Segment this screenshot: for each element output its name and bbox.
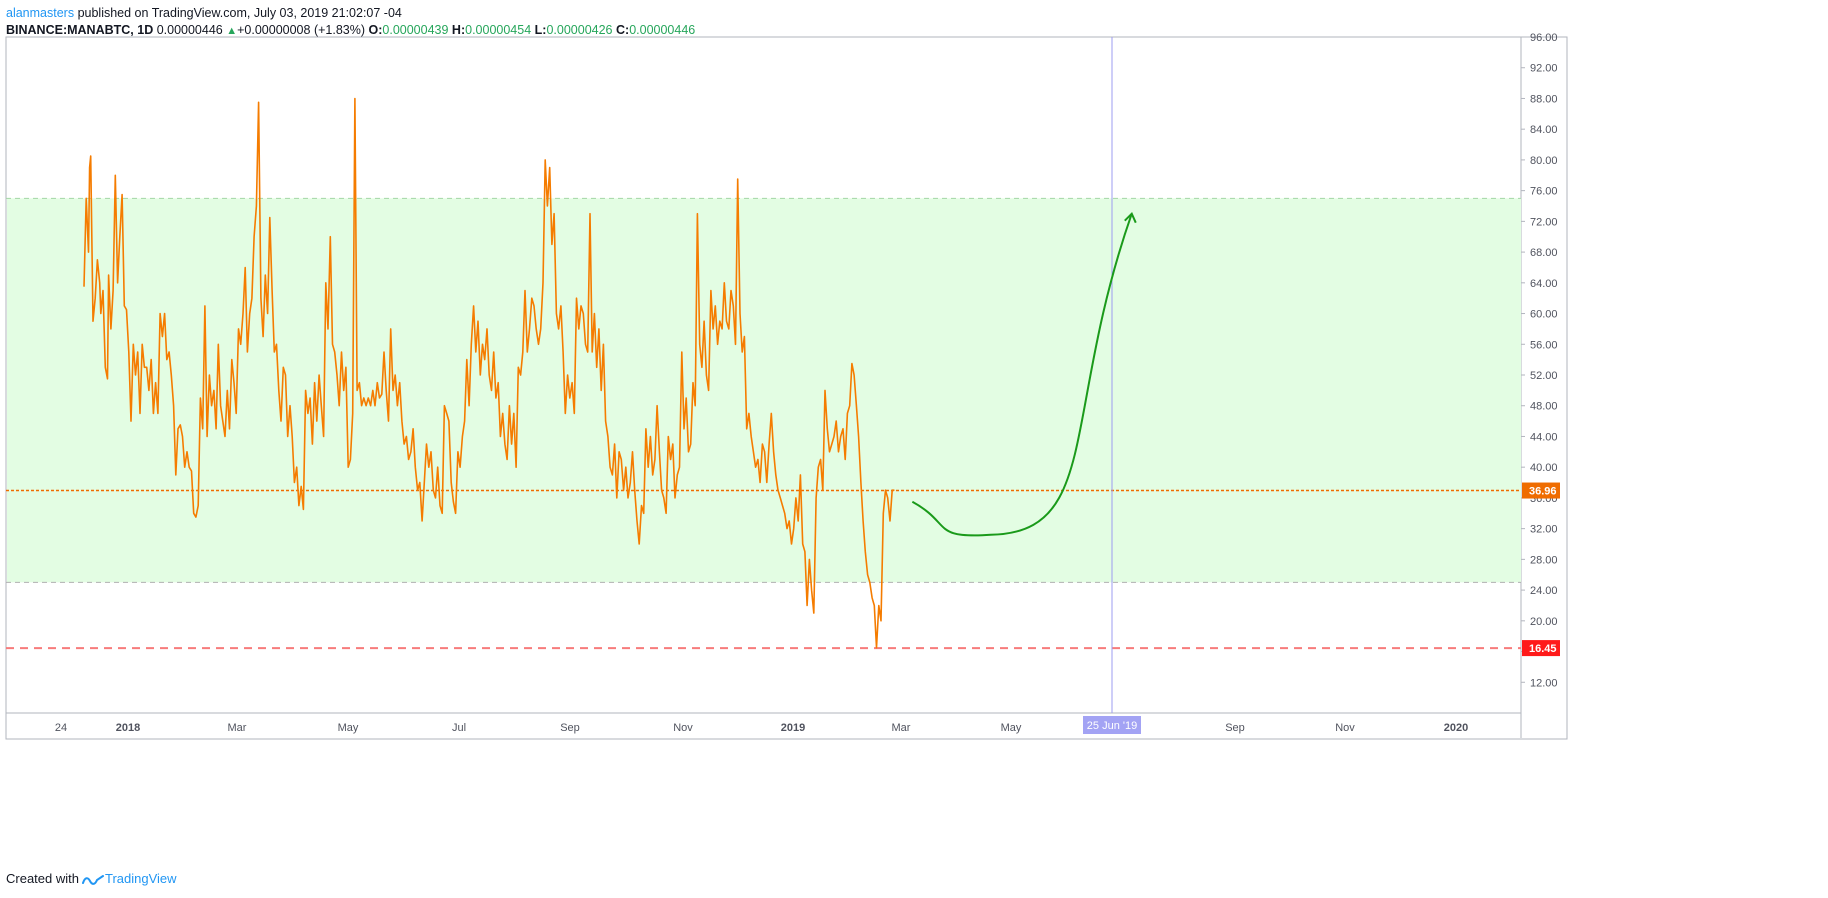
x-tick-label: Sep [560,722,580,734]
support-price-label: 36.96 [1529,486,1557,498]
y-tick-label: 76.00 [1530,186,1558,198]
close-value: 0.00000446 [629,23,696,37]
tradingview-brand-link[interactable]: TradingView [104,871,177,886]
low-value: 0.00000426 [546,23,613,37]
y-tick-label: 28.00 [1530,554,1558,566]
price-series-line [83,97,895,649]
y-tick-label: 88.00 [1530,93,1558,105]
y-tick-label: 68.00 [1530,247,1558,259]
y-tick-label: 56.00 [1530,339,1558,351]
x-tick-label: Mar [892,722,911,734]
publish-meta: published on TradingView.com, July 03, 2… [74,6,402,20]
x-tick-label: 24 [55,722,67,734]
range-zone [7,198,1521,583]
x-tick-label: Nov [1335,722,1355,734]
symbol-info-line: BINANCE:MANABTC, 1D 0.00000446 ▲+0.00000… [6,21,695,40]
created-with-label: Created with [6,871,79,886]
projection-arrowhead [1124,211,1137,224]
x-tick-label: 2018 [116,722,140,734]
open-value: 0.00000439 [382,23,449,37]
high-label: H: [451,23,466,37]
chart-frame [5,36,1568,740]
y-tick-label: 32.00 [1530,524,1558,536]
close-label: C: [616,23,630,37]
x-tick-label: May [1001,722,1022,734]
support-price-badge [1522,482,1560,499]
author-link[interactable]: alanmasters [6,6,75,20]
tradingview-logo-icon [81,874,104,885]
y-tick-label: 64.00 [1530,278,1558,290]
y-tick-label: 72.00 [1530,216,1558,228]
x-tick-label: Sep [1225,722,1245,734]
y-tick-label: 96.00 [1530,32,1558,44]
y-tick-label: 40.00 [1530,462,1558,474]
y-tick-label: 60.00 [1530,309,1558,321]
publish-info: alanmasters published on TradingView.com… [6,4,402,22]
up-arrow-icon: ▲ [226,25,238,37]
x-tick-label: 2020 [1444,722,1468,734]
y-tick-label: 24.00 [1530,585,1558,597]
symbol-label: BINANCE:MANABTC, 1D [6,23,154,37]
x-tick-label: Mar [228,722,247,734]
footer: Created with TradingView [6,870,177,888]
x-tick-label: Nov [673,722,693,734]
projection-curve [911,213,1133,537]
low-price-badge [1522,640,1560,657]
y-tick-label: 44.00 [1530,431,1558,443]
low-label: L: [534,23,547,37]
y-tick-label: 52.00 [1530,370,1558,382]
x-tick-label: Jul [452,722,466,734]
high-value: 0.00000454 [465,23,532,37]
x-tick-label: May [338,722,359,734]
last-price: 0.00000446 [156,23,223,37]
y-tick-label: 80.00 [1530,155,1558,167]
price-change: +0.00000008 (+1.83%) [237,23,366,37]
crosshair-date-label: 25 Jun '19 [1087,720,1137,732]
x-tick-label: 2019 [781,722,805,734]
open-label: O: [368,23,383,37]
y-tick-label: 12.00 [1530,677,1558,689]
low-price-label: 16.45 [1529,643,1557,655]
y-tick-label: 48.00 [1530,401,1558,413]
y-tick-label: 92.00 [1530,63,1558,75]
y-tick-label: 84.00 [1530,124,1558,136]
price-chart[interactable]: 96.00 92.00 88.00 84.00 80.00 76.00 72.00 68.00… [0,0,1828,868]
y-tick-label: 20.00 [1530,616,1558,628]
crosshair-date-badge [1083,716,1141,734]
